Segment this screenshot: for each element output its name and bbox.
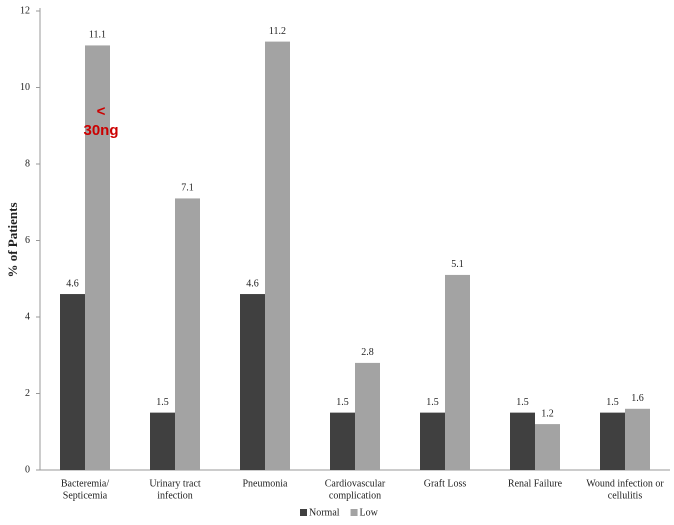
value-label: 1.5 bbox=[516, 397, 529, 408]
bar bbox=[355, 362, 380, 470]
bar bbox=[510, 412, 535, 470]
y-tick-label: 2 bbox=[25, 388, 30, 399]
bar bbox=[625, 408, 650, 470]
x-tick-label: cellulitis bbox=[608, 490, 643, 501]
value-label: 11.2 bbox=[269, 26, 286, 37]
value-label: 1.5 bbox=[426, 397, 439, 408]
annotation: 30ng bbox=[83, 122, 118, 139]
bar bbox=[150, 412, 175, 470]
value-label: 1.5 bbox=[336, 397, 349, 408]
value-label: 11.1 bbox=[89, 30, 106, 41]
value-label: 2.8 bbox=[361, 347, 374, 358]
value-label: 1.6 bbox=[631, 393, 644, 404]
x-tick-label: Wound infection or bbox=[586, 478, 664, 489]
x-tick-label: Bacteremia/ bbox=[61, 478, 110, 489]
bar bbox=[175, 198, 200, 471]
y-tick-label: 10 bbox=[20, 82, 30, 93]
value-label: 4.6 bbox=[246, 278, 259, 289]
y-tick-label: 8 bbox=[25, 158, 30, 169]
bar bbox=[240, 294, 265, 470]
x-tick-label: Renal Failure bbox=[508, 478, 563, 489]
bar bbox=[445, 274, 470, 470]
bar bbox=[420, 412, 445, 470]
x-tick-label: infection bbox=[157, 490, 193, 501]
value-label: 5.1 bbox=[451, 259, 464, 270]
y-tick-label: 4 bbox=[25, 311, 30, 322]
annotation: < bbox=[97, 103, 106, 120]
y-tick-label: 12 bbox=[20, 5, 30, 16]
x-tick-label: Urinary tract bbox=[149, 478, 201, 489]
legend-label: Low bbox=[360, 507, 379, 518]
value-label: 4.6 bbox=[66, 278, 79, 289]
legend-swatch bbox=[300, 509, 307, 516]
x-tick-label: Cardiovascular bbox=[325, 478, 386, 489]
x-tick-label: Septicemia bbox=[63, 490, 108, 501]
y-tick-label: 6 bbox=[25, 235, 30, 246]
value-label: 1.5 bbox=[606, 397, 619, 408]
value-label: 1.2 bbox=[541, 408, 554, 419]
x-tick-label: Pneumonia bbox=[243, 478, 289, 489]
bar bbox=[265, 41, 290, 470]
y-tick-label: 0 bbox=[25, 464, 30, 475]
legend-swatch bbox=[350, 509, 358, 516]
x-tick-label: complication bbox=[329, 490, 381, 501]
y-axis-label: % of Patients bbox=[5, 202, 20, 277]
bar bbox=[535, 424, 560, 470]
value-label: 1.5 bbox=[156, 397, 169, 408]
bar bbox=[60, 294, 85, 470]
x-tick-label: Graft Loss bbox=[424, 478, 467, 489]
bar bbox=[85, 45, 110, 471]
bar bbox=[330, 412, 355, 470]
legend-label: Normal bbox=[309, 507, 340, 518]
bar bbox=[600, 412, 625, 470]
value-label: 7.1 bbox=[181, 183, 194, 194]
